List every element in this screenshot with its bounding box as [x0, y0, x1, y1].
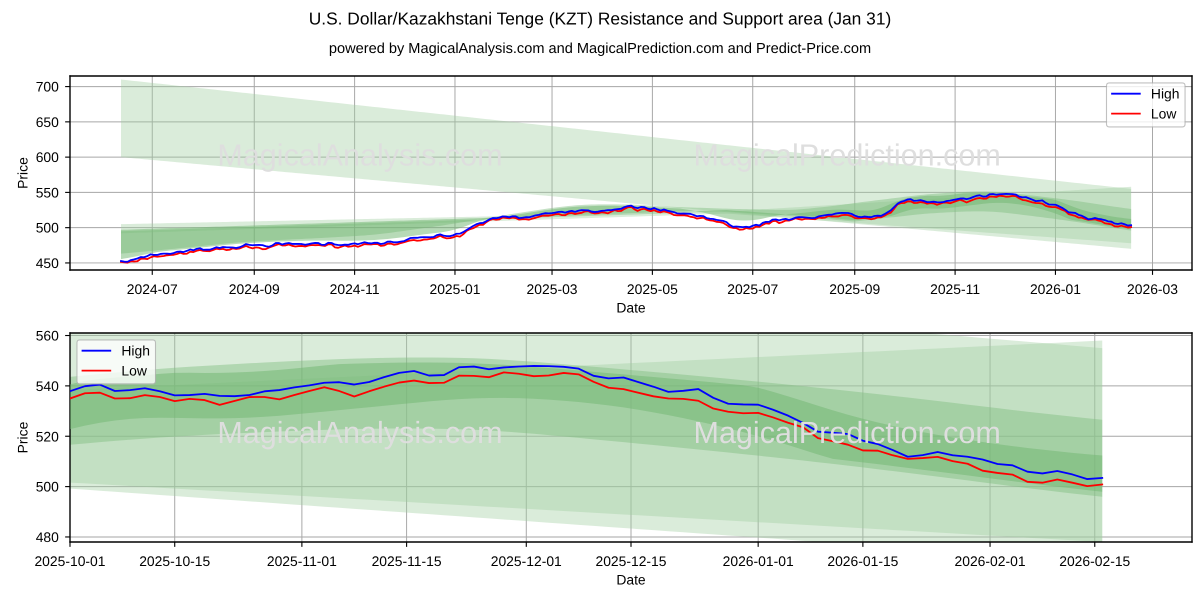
svg-text:Date: Date — [616, 301, 646, 316]
svg-text:2025-11: 2025-11 — [930, 283, 981, 298]
svg-text:Low: Low — [121, 364, 148, 379]
svg-text:2025-10-15: 2025-10-15 — [139, 555, 211, 570]
svg-text:2026-03: 2026-03 — [1127, 283, 1179, 298]
svg-text:2024-09: 2024-09 — [229, 283, 281, 298]
svg-text:2026-02-15: 2026-02-15 — [1059, 555, 1131, 570]
svg-text:2024-11: 2024-11 — [330, 283, 381, 298]
svg-text:MagicalPrediction.com: MagicalPrediction.com — [694, 138, 1001, 173]
svg-text:High: High — [1151, 87, 1180, 102]
svg-text:Price: Price — [16, 157, 31, 189]
svg-text:2026-01: 2026-01 — [1030, 283, 1082, 298]
svg-text:2025-10-01: 2025-10-01 — [34, 555, 106, 570]
svg-text:MagicalPrediction.com: MagicalPrediction.com — [694, 415, 1001, 450]
svg-text:MagicalAnalysis.com: MagicalAnalysis.com — [217, 138, 502, 173]
svg-text:U.S. Dollar/Kazakhstani Tenge: U.S. Dollar/Kazakhstani Tenge (KZT) Resi… — [309, 9, 892, 28]
svg-text:powered by MagicalAnalysis.com: powered by MagicalAnalysis.com and Magic… — [329, 40, 872, 57]
svg-text:500: 500 — [36, 222, 60, 237]
svg-text:2025-12-15: 2025-12-15 — [595, 555, 667, 570]
svg-text:2025-11-01: 2025-11-01 — [267, 555, 338, 570]
svg-text:2024-07: 2024-07 — [127, 283, 179, 298]
svg-text:2025-07: 2025-07 — [727, 283, 779, 298]
svg-text:2026-02-01: 2026-02-01 — [955, 555, 1027, 570]
svg-text:Date: Date — [616, 573, 646, 588]
svg-text:2025-05: 2025-05 — [627, 283, 679, 298]
svg-text:500: 500 — [36, 481, 60, 496]
svg-text:520: 520 — [36, 430, 60, 445]
svg-text:2025-09: 2025-09 — [829, 283, 881, 298]
svg-text:650: 650 — [36, 116, 60, 131]
svg-text:550: 550 — [36, 186, 60, 201]
svg-text:560: 560 — [36, 329, 60, 344]
svg-text:2025-11-15: 2025-11-15 — [372, 555, 443, 570]
svg-text:700: 700 — [36, 81, 60, 96]
svg-text:Low: Low — [1151, 107, 1178, 122]
svg-text:2025-03: 2025-03 — [527, 283, 579, 298]
svg-text:2025-01: 2025-01 — [429, 283, 481, 298]
svg-text:2026-01-01: 2026-01-01 — [723, 555, 795, 570]
svg-text:2025-12-01: 2025-12-01 — [491, 555, 563, 570]
svg-text:540: 540 — [36, 380, 60, 395]
svg-text:600: 600 — [36, 151, 60, 166]
svg-text:MagicalAnalysis.com: MagicalAnalysis.com — [217, 415, 502, 450]
svg-text:450: 450 — [36, 257, 60, 272]
svg-text:2026-01-15: 2026-01-15 — [827, 555, 899, 570]
svg-text:480: 480 — [36, 531, 60, 546]
svg-text:Price: Price — [16, 421, 31, 453]
svg-text:High: High — [121, 344, 150, 359]
